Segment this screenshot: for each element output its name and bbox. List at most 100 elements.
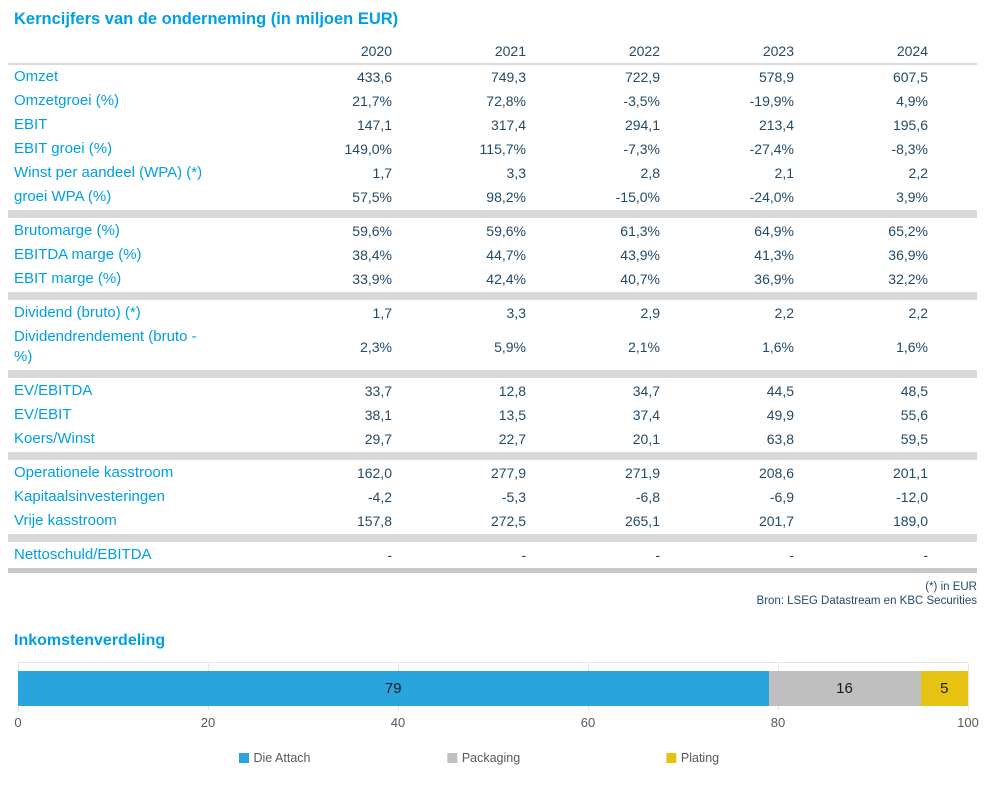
row-value: 37,4 bbox=[632, 407, 660, 423]
row-value: 44,7% bbox=[486, 247, 526, 263]
row-value: 38,1 bbox=[364, 407, 392, 423]
section-separator-cell bbox=[8, 567, 977, 574]
row-right-spacer bbox=[928, 64, 977, 89]
row-right-spacer bbox=[928, 243, 977, 267]
row-value: -27,4% bbox=[749, 141, 794, 157]
row-value: 72,8% bbox=[486, 93, 526, 109]
row-label: EBIT groei (%) bbox=[14, 140, 113, 157]
header-right-spacer bbox=[928, 41, 977, 65]
row-value: -24,0% bbox=[749, 189, 794, 205]
gridline bbox=[968, 663, 969, 711]
row-value: 208,6 bbox=[758, 465, 794, 481]
table-row: groei WPA (%) 57,5% 98,2% -15,0% -24,0% 3,9% bbox=[8, 185, 977, 209]
axis-tick-label: 60 bbox=[580, 715, 596, 730]
row-label: Omzet bbox=[14, 68, 59, 85]
table-row: Omzetgroei (%) 21,7% 72,8% -3,5% -19,9% 4,9% bbox=[8, 89, 977, 113]
row-right-spacer bbox=[928, 509, 977, 533]
row-label: EV/EBITDA bbox=[14, 382, 93, 399]
row-value: 42,4% bbox=[486, 271, 526, 287]
separator-bar bbox=[8, 210, 977, 218]
row-value: 115,7% bbox=[479, 141, 526, 157]
bar-segment-value: 5 bbox=[940, 680, 949, 697]
table-header: 2020 2021 2022 2023 2024 bbox=[8, 41, 977, 65]
section-separator-cell bbox=[8, 209, 977, 219]
legend-item-plating: Plating bbox=[665, 751, 719, 765]
row-value: - bbox=[789, 547, 794, 563]
table-row: Koers/Winst 29,7 22,7 20,1 63,8 59,5 bbox=[8, 427, 977, 451]
row-value: 29,7 bbox=[364, 431, 392, 447]
row-right-spacer bbox=[928, 267, 977, 291]
row-right-spacer bbox=[928, 403, 977, 427]
row-value: 2,9 bbox=[640, 305, 660, 321]
footnote-eur: (*) in EUR bbox=[925, 581, 977, 593]
row-value: 33,9% bbox=[352, 271, 392, 287]
row-label: EBITDA marge (%) bbox=[14, 246, 142, 263]
row-value: 265,1 bbox=[624, 513, 660, 529]
row-value: 722,9 bbox=[624, 69, 660, 85]
section-separator bbox=[8, 567, 977, 574]
row-value: 13,5 bbox=[498, 407, 526, 423]
row-value: - bbox=[655, 547, 660, 563]
section-separator bbox=[8, 291, 977, 301]
row-value: 578,9 bbox=[758, 69, 794, 85]
axis-tick-label: 20 bbox=[200, 715, 216, 730]
row-value: 55,6 bbox=[900, 407, 928, 423]
bar-segment-value: 79 bbox=[384, 680, 402, 697]
row-value: -5,3 bbox=[501, 489, 526, 505]
row-value: -6,8 bbox=[635, 489, 660, 505]
row-label: Nettoschuld/EBITDA bbox=[14, 546, 152, 563]
row-right-spacer bbox=[928, 89, 977, 113]
report-page: Kerncijfers van de onderneming (in miljo… bbox=[0, 10, 991, 792]
row-value: 64,9% bbox=[754, 223, 794, 239]
row-value: 44,5 bbox=[766, 383, 794, 399]
row-value: 189,0 bbox=[892, 513, 928, 529]
row-value: 59,6% bbox=[486, 223, 526, 239]
row-right-spacer bbox=[928, 301, 977, 325]
row-value: 2,1% bbox=[628, 339, 660, 355]
row-value: 3,3 bbox=[506, 165, 526, 181]
row-value: 5,9% bbox=[494, 339, 526, 355]
row-label: Dividend (bruto) (*) bbox=[14, 304, 141, 321]
bar-segment-value: 16 bbox=[836, 680, 853, 697]
row-value: -8,3% bbox=[891, 141, 928, 157]
year-header: 2023 bbox=[660, 41, 794, 65]
section-separator-cell bbox=[8, 369, 977, 379]
row-value: 43,9% bbox=[620, 247, 660, 263]
row-value: 277,9 bbox=[490, 465, 526, 481]
row-right-spacer bbox=[928, 137, 977, 161]
row-value: 149,0% bbox=[344, 141, 392, 157]
separator-bar bbox=[8, 534, 977, 542]
row-right-spacer bbox=[928, 427, 977, 451]
table-row: Omzet 433,6 749,3 722,9 578,9 607,5 bbox=[8, 64, 977, 89]
row-value: 34,7 bbox=[632, 383, 660, 399]
table-row: Winst per aandeel (WPA) (*) 1,7 3,3 2,8 2,1 2… bbox=[8, 161, 977, 185]
row-value: 147,1 bbox=[356, 117, 392, 133]
legend-label: Die Attach bbox=[253, 751, 311, 765]
table-title: Kerncijfers van de onderneming (in miljo… bbox=[14, 10, 399, 28]
table-row: EBIT marge (%) 33,9% 42,4% 40,7% 36,9% 32,2% bbox=[8, 267, 977, 291]
row-right-spacer bbox=[928, 325, 977, 369]
row-value: 3,9% bbox=[896, 189, 928, 205]
legend-swatch-icon bbox=[665, 753, 676, 763]
year-header: 2020 bbox=[258, 41, 392, 65]
separator-bar bbox=[8, 292, 977, 300]
row-value: 1,7 bbox=[372, 305, 392, 321]
row-value: 40,7% bbox=[620, 271, 660, 287]
separator-bar bbox=[8, 370, 977, 378]
row-value: 33,7 bbox=[364, 383, 392, 399]
row-right-spacer bbox=[928, 161, 977, 185]
row-value: -7,3% bbox=[623, 141, 660, 157]
row-label: Kapitaalsinvesteringen bbox=[14, 488, 165, 505]
x-axis: 0 20 40 60 80 100 bbox=[14, 715, 978, 733]
row-value: 195,6 bbox=[892, 117, 928, 133]
row-value: 36,9% bbox=[888, 247, 928, 263]
row-value: 1,6% bbox=[896, 339, 928, 355]
row-value: -4,2 bbox=[367, 489, 392, 505]
row-value: 213,4 bbox=[758, 117, 794, 133]
row-value: 59,6% bbox=[352, 223, 392, 239]
table-row: EBITDA marge (%) 38,4% 44,7% 43,9% 41,3% 36,9… bbox=[8, 243, 977, 267]
row-value: 749,3 bbox=[490, 69, 526, 85]
legend-item-die-attach: Die Attach bbox=[238, 751, 311, 765]
row-value: - bbox=[387, 547, 392, 563]
table-row: Kapitaalsinvesteringen -4,2 -5,3 -6,8 -6,9 -1… bbox=[8, 485, 977, 509]
